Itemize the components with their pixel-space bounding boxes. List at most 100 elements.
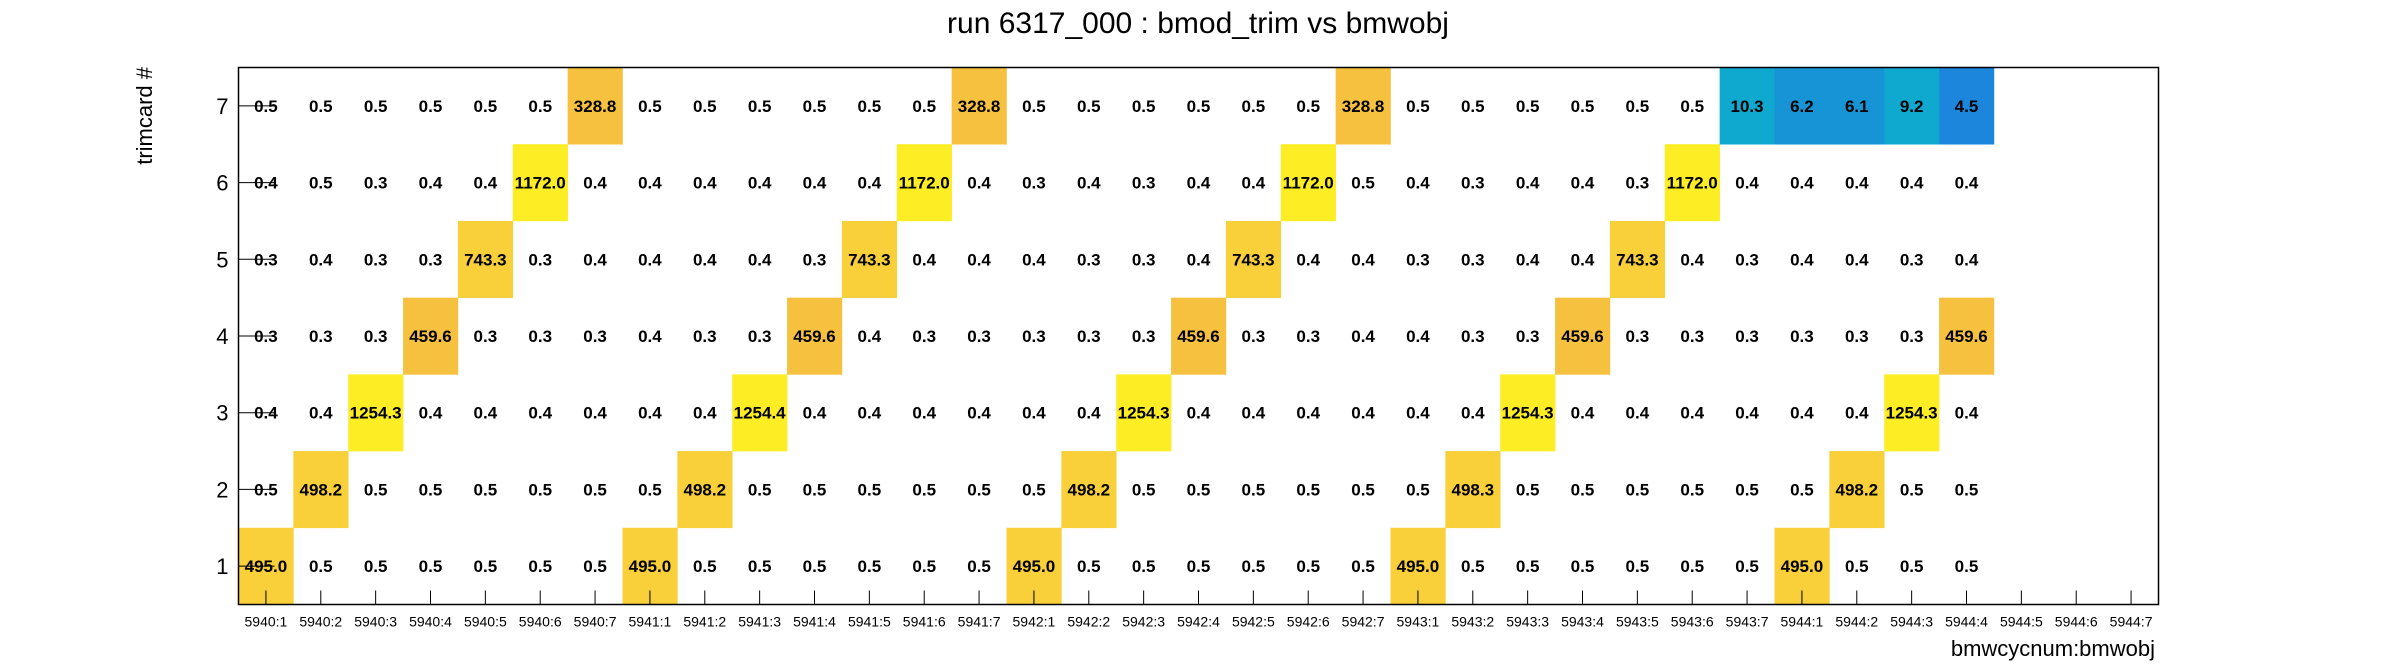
cell-value-label: 0.5 xyxy=(1296,97,1320,116)
cell-value-label: 0.3 xyxy=(1132,174,1156,193)
cell-value-label: 743.3 xyxy=(464,250,507,269)
x-tick-label: 5942:3 xyxy=(1122,614,1165,630)
y-tick-label: 1 xyxy=(216,554,228,579)
cell-value-label: 0.5 xyxy=(1461,97,1485,116)
y-tick-label: 4 xyxy=(216,324,228,349)
cell-value-label: 0.4 xyxy=(912,404,936,423)
cell-value-label: 0.5 xyxy=(1735,557,1759,576)
cell-value-label: 0.3 xyxy=(1077,327,1101,346)
cell-value-label: 459.6 xyxy=(1177,327,1220,346)
x-tick-label: 5943:6 xyxy=(1671,614,1714,630)
cell-value-label: 0.3 xyxy=(1845,327,1869,346)
heatmap-cell xyxy=(348,374,404,452)
cell-value-label: 0.3 xyxy=(528,250,552,269)
cell-value-label: 0.4 xyxy=(419,404,443,423)
cell-value-label: 0.5 xyxy=(1571,97,1595,116)
heatmap-cell xyxy=(787,297,843,375)
heatmap-cell xyxy=(732,374,788,452)
y-tick-label: 3 xyxy=(216,401,228,426)
x-ticks-layer: 5940:1 5940:2 5940:3 5940:4 5940:5 5940:6 5940… xyxy=(245,590,2153,630)
cell-value-label: 0.3 xyxy=(967,327,991,346)
cell-value-label: 0.3 xyxy=(583,327,607,346)
cell-value-label: 0.5 xyxy=(1680,480,1704,499)
cell-value-label: 10.3 xyxy=(1731,97,1764,116)
x-tick-label: 5942:7 xyxy=(1342,614,1385,630)
cell-value-label: 0.3 xyxy=(1022,174,1046,193)
cell-value-label: 0.3 xyxy=(748,327,772,346)
x-tick-label: 5940:4 xyxy=(409,614,452,630)
x-tick-label: 5943:5 xyxy=(1616,614,1659,630)
cell-value-label: 498.2 xyxy=(300,480,343,499)
cell-value-label: 0.4 xyxy=(583,174,607,193)
heatmap-cell xyxy=(1555,297,1611,375)
cell-value-label: 0.4 xyxy=(1022,404,1046,423)
cell-value-label: 0.4 xyxy=(1955,404,1979,423)
x-tick-label: 5942:6 xyxy=(1287,614,1330,630)
cell-value-label: 0.3 xyxy=(1461,250,1485,269)
heatmap-cell xyxy=(1500,374,1556,452)
cell-value-label: 0.5 xyxy=(1516,480,1540,499)
cell-value-label: 0.5 xyxy=(309,174,333,193)
cell-value-label: 0.4 xyxy=(1571,404,1595,423)
cell-value-label: 0.3 xyxy=(528,327,552,346)
cell-value-label: 0.5 xyxy=(1406,97,1430,116)
cell-value-label: 0.5 xyxy=(1626,557,1650,576)
cell-value-label: 0.5 xyxy=(1680,557,1704,576)
cell-value-label: 0.3 xyxy=(1406,250,1430,269)
cell-value-label: 0.5 xyxy=(1022,480,1046,499)
cell-value-label: 498.3 xyxy=(1452,480,1495,499)
cell-value-label: 0.4 xyxy=(1406,404,1430,423)
cell-value-label: 0.5 xyxy=(1626,97,1650,116)
cell-value-label: 0.3 xyxy=(419,250,443,269)
cell-value-label: 0.5 xyxy=(1790,480,1814,499)
cell-value-label: 0.3 xyxy=(1900,327,1924,346)
cell-value-label: 0.4 xyxy=(1845,174,1869,193)
cell-value-label: 0.5 xyxy=(309,557,333,576)
cell-value-label: 0.5 xyxy=(1461,557,1485,576)
cell-value-label: 1254.3 xyxy=(350,404,402,423)
cell-value-label: 498.2 xyxy=(684,480,727,499)
cell-value-label: 0.3 xyxy=(1626,174,1650,193)
heatmap-cell xyxy=(1445,451,1501,529)
cell-value-label: 0.4 xyxy=(1790,404,1814,423)
x-tick-label: 5943:1 xyxy=(1397,614,1440,630)
cell-value-label: 0.5 xyxy=(912,557,936,576)
cell-value-label: 0.5 xyxy=(1571,480,1595,499)
cell-value-label: 0.5 xyxy=(1132,480,1156,499)
cell-value-label: 0.5 xyxy=(858,480,882,499)
heatmap-cell xyxy=(403,297,459,375)
cell-value-label: 1172.0 xyxy=(515,174,566,193)
cell-value-label: 1172.0 xyxy=(1283,174,1334,193)
heatmap-cell xyxy=(1061,451,1117,529)
cell-value-label: 0.5 xyxy=(364,480,388,499)
x-tick-label: 5940:3 xyxy=(354,614,397,630)
cell-value-label: 4.5 xyxy=(1955,97,1979,116)
cell-value-label: 0.5 xyxy=(583,557,607,576)
cell-value-label: 0.5 xyxy=(803,557,827,576)
x-tick-label: 5941:7 xyxy=(958,614,1001,630)
heatmap-cell xyxy=(841,220,898,298)
cell-value-label: 0.3 xyxy=(309,327,333,346)
cell-value-label: 0.5 xyxy=(1735,480,1759,499)
cell-value-label: 0.3 xyxy=(1516,327,1540,346)
cell-value-label: 1172.0 xyxy=(1667,174,1718,193)
cell-value-label: 0.5 xyxy=(1516,557,1540,576)
cell-value-label: 0.5 xyxy=(1187,480,1211,499)
cell-value-label: 0.5 xyxy=(419,97,443,116)
cell-value-label: 495.0 xyxy=(1013,557,1056,576)
heatmap-cell xyxy=(896,144,952,222)
heatmap-cell xyxy=(1225,220,1282,298)
cell-value-label: 328.8 xyxy=(1342,97,1385,116)
heatmap-cell xyxy=(1829,67,1885,145)
heatmap-cell xyxy=(1884,67,1940,145)
cell-value-label: 0.4 xyxy=(638,174,662,193)
cell-value-label: 0.5 xyxy=(1187,557,1211,576)
cell-value-label: 0.4 xyxy=(748,250,772,269)
cell-value-label: 0.3 xyxy=(1680,327,1704,346)
cell-value-label: 0.4 xyxy=(1955,174,1979,193)
cell-value-label: 0.4 xyxy=(1077,174,1101,193)
x-tick-label: 5940:6 xyxy=(519,614,562,630)
y-tick-label: 5 xyxy=(216,247,228,272)
heatmap-cell xyxy=(1884,374,1940,452)
cell-value-label: 0.4 xyxy=(583,404,607,423)
